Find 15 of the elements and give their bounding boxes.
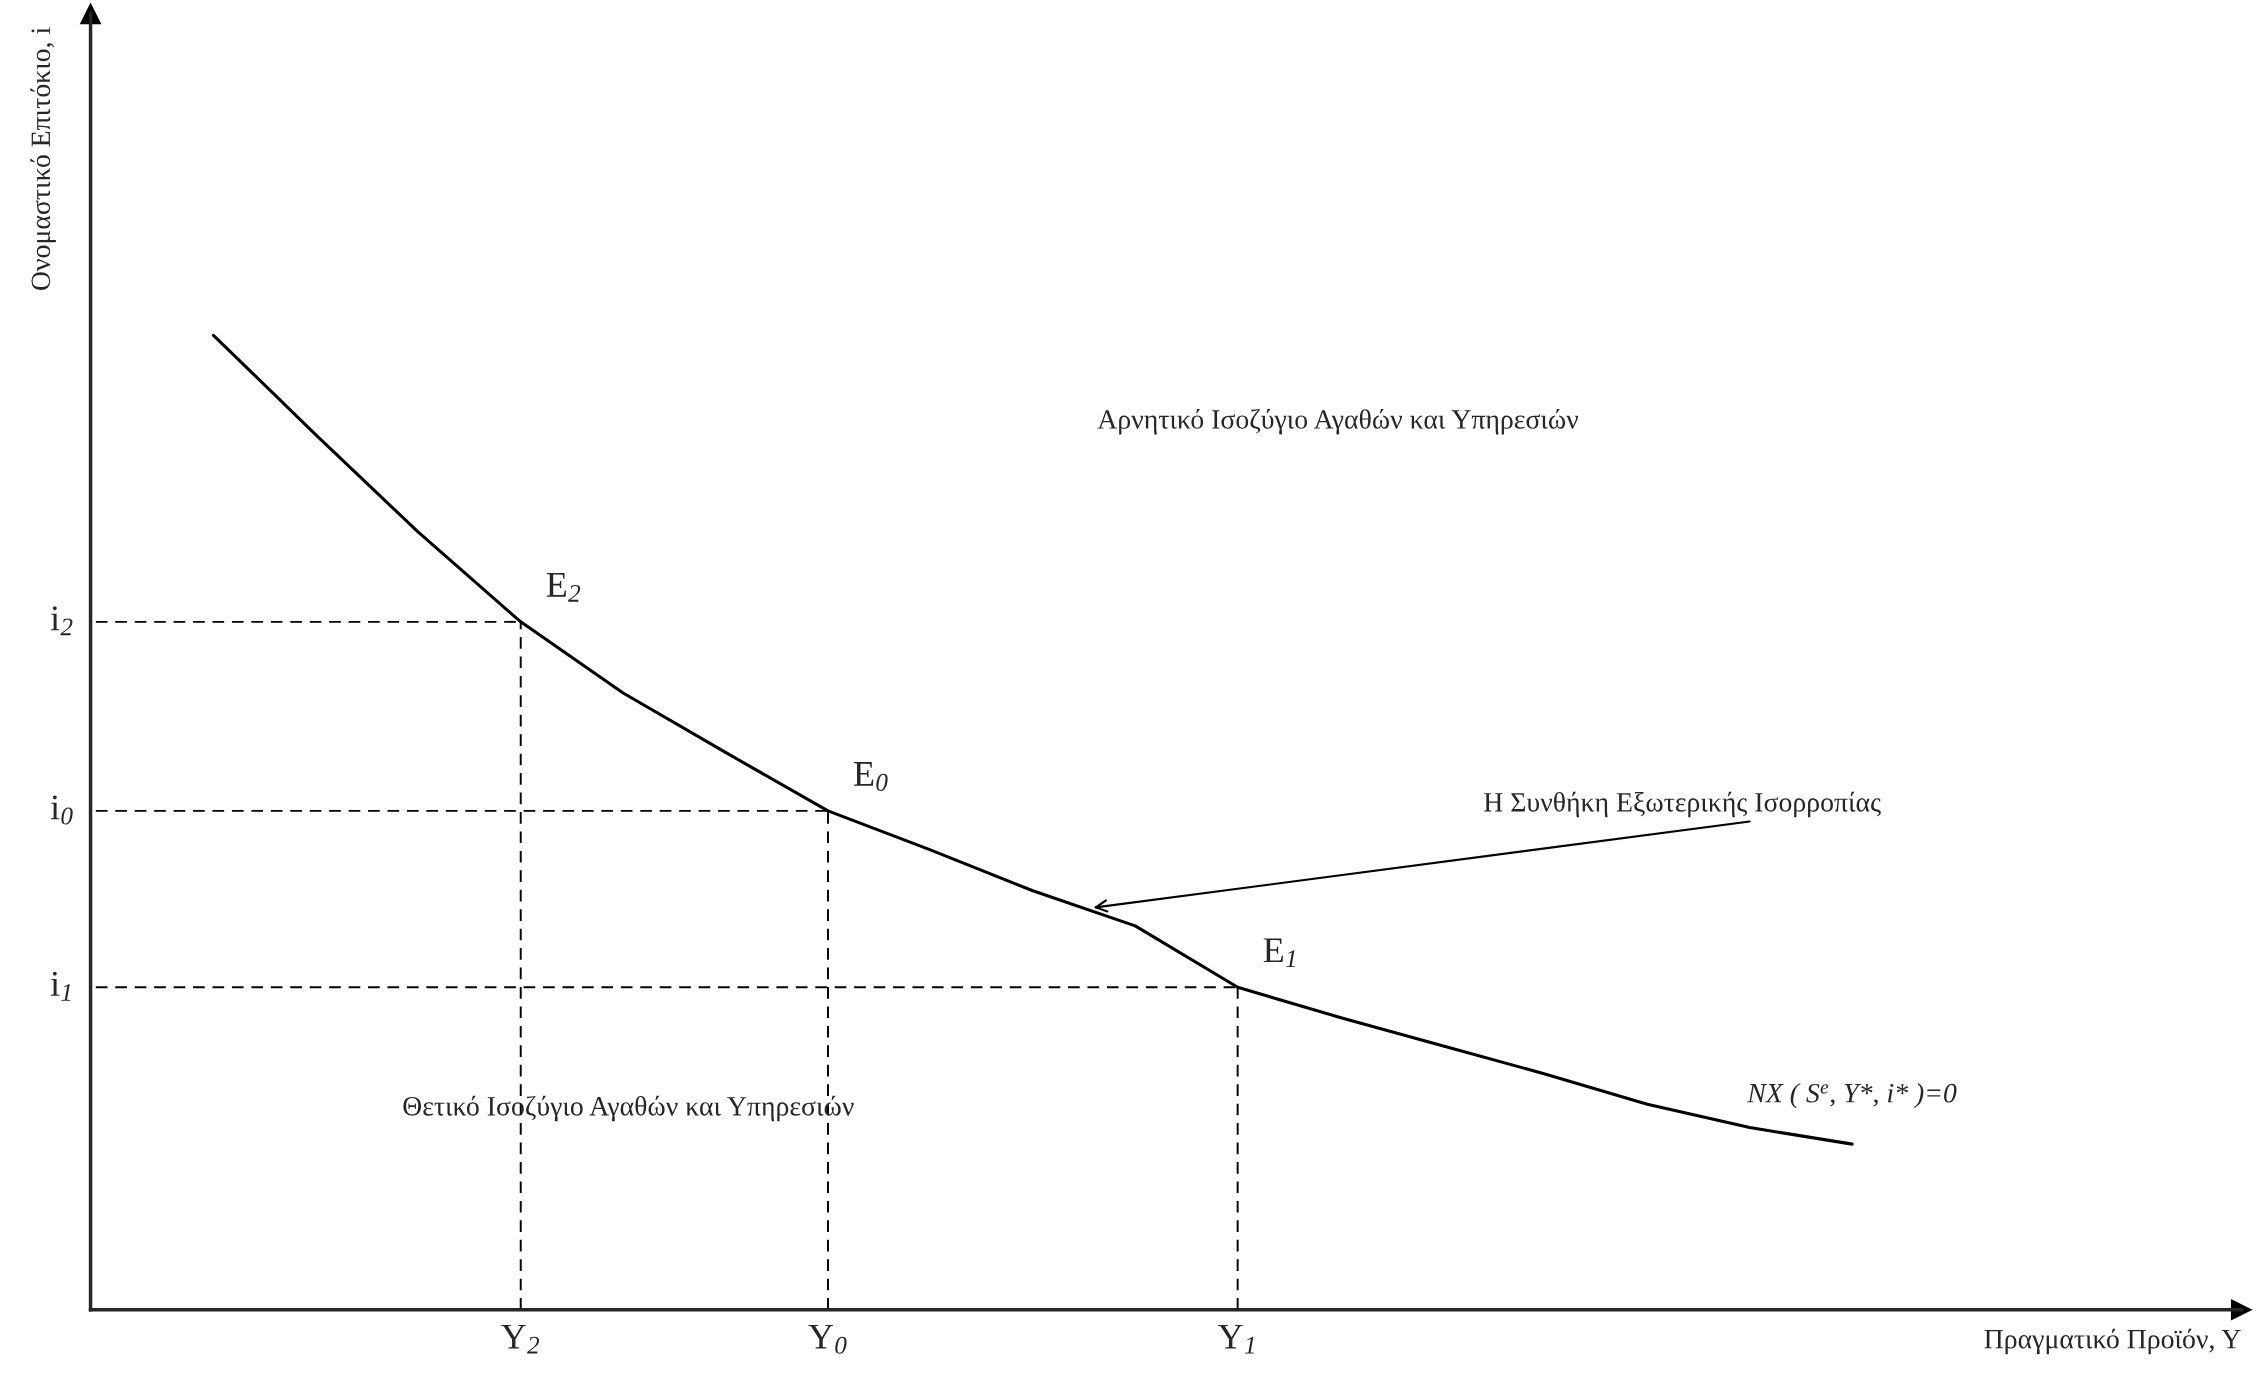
x-tick-label: Y$_{2}$ xyxy=(501,1324,540,1354)
ref-line-label: i$_{0}$ xyxy=(50,795,73,825)
annotation: E$_{2}$ xyxy=(546,573,581,602)
annotation: Η Συνθήκη Εξωτερικής Ισορροπίας xyxy=(1484,791,1881,818)
annotation: E$_{0}$ xyxy=(854,762,888,791)
annotation: E$_{1}$ xyxy=(1263,938,1295,968)
annotation: Θετικό Ισοζύγιο Αγαθών και Υπηρεσιών xyxy=(403,1095,854,1122)
x-axis-title: Πραγματικό Προϊόν, Y xyxy=(1984,1328,2241,1355)
ref-line-label: i$_{1}$ xyxy=(50,971,71,1001)
annotation: Αρνητικό Ισοζύγιο Αγαθών και Υπηρεσιών xyxy=(1097,408,1579,435)
ref-line-label: i$_{2}$ xyxy=(50,606,73,636)
series-label: NX ( S$^{e}$, Y*, i* )=0 xyxy=(1747,1083,1957,1109)
x-tick-label: Y$_{0}$ xyxy=(808,1324,847,1354)
x-tick-label: Y$_{1}$ xyxy=(1218,1324,1254,1354)
y-axis-title: Ονομαστικό Επιτόκιο, i xyxy=(30,27,56,290)
